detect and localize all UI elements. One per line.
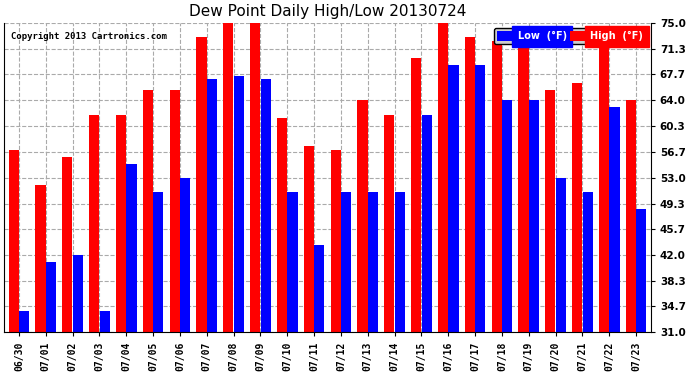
Bar: [180, 178, 190, 332]
Bar: [46, 262, 56, 332]
Bar: [19, 311, 29, 332]
Bar: [35, 185, 46, 332]
Title: Dew Point Daily High/Low 20130724: Dew Point Daily High/Low 20130724: [189, 4, 466, 19]
Bar: [331, 150, 341, 332]
Bar: [518, 44, 529, 332]
Bar: [384, 114, 395, 332]
Bar: [626, 100, 636, 332]
Bar: [234, 76, 244, 332]
Bar: [599, 37, 609, 332]
Bar: [126, 164, 137, 332]
Bar: [153, 192, 164, 332]
Bar: [491, 40, 502, 332]
Bar: [341, 192, 351, 332]
Bar: [475, 65, 485, 332]
Bar: [357, 100, 368, 332]
Bar: [207, 80, 217, 332]
Text: Copyright 2013 Cartronics.com: Copyright 2013 Cartronics.com: [10, 32, 166, 41]
Bar: [448, 65, 459, 332]
Legend: Low  (°F), High  (°F): Low (°F), High (°F): [494, 28, 646, 44]
Bar: [545, 90, 555, 332]
Bar: [99, 311, 110, 332]
Bar: [287, 192, 297, 332]
Bar: [314, 244, 324, 332]
Bar: [116, 114, 126, 332]
Bar: [465, 37, 475, 332]
Bar: [143, 90, 153, 332]
Bar: [72, 255, 83, 332]
Bar: [304, 146, 314, 332]
Bar: [368, 192, 378, 332]
Bar: [636, 209, 647, 332]
Bar: [582, 192, 593, 332]
Bar: [529, 100, 539, 332]
Bar: [62, 157, 72, 332]
Bar: [8, 150, 19, 332]
Bar: [609, 108, 620, 332]
Bar: [277, 118, 287, 332]
Bar: [572, 83, 582, 332]
Bar: [502, 100, 512, 332]
Bar: [224, 23, 233, 332]
Bar: [395, 192, 405, 332]
Bar: [555, 178, 566, 332]
Bar: [89, 114, 99, 332]
Bar: [261, 80, 270, 332]
Bar: [438, 23, 448, 332]
Bar: [197, 37, 206, 332]
Bar: [250, 23, 260, 332]
Bar: [422, 114, 432, 332]
Bar: [411, 58, 422, 332]
Bar: [170, 90, 180, 332]
